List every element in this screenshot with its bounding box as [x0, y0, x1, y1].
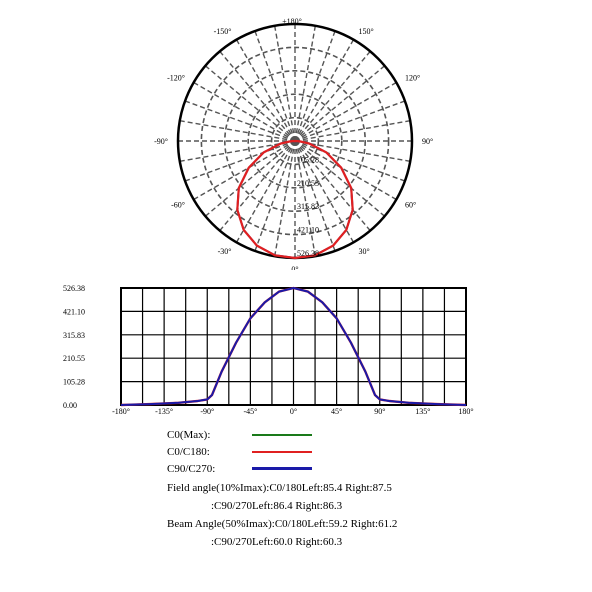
- polar-spoke: [235, 140, 296, 243]
- polar-spoke: [179, 119, 296, 142]
- cart-x-tick-label: 135°: [415, 407, 430, 416]
- polar-spoke: [294, 119, 411, 142]
- polar-spoke: [184, 140, 296, 182]
- polar-curves: [236, 139, 354, 260]
- legend-swatch: [252, 467, 312, 470]
- field-angle-c0: Field angle(10%Imax):C0/180Left:85.4 Rig…: [167, 482, 392, 494]
- legend-swatch: [252, 451, 312, 453]
- polar-spoke: [294, 140, 317, 257]
- cart-curve-c90-c270: [120, 287, 467, 406]
- polar-spoke: [294, 140, 355, 243]
- polar-spoke: [235, 39, 296, 142]
- polar-radial-label: 315.83: [297, 202, 319, 211]
- polar-angle-label: 0°: [291, 265, 298, 270]
- polar-spoke: [254, 30, 296, 142]
- polar-ring: [224, 70, 366, 212]
- legend-label: C90/C270:: [167, 463, 216, 475]
- polar-angle-label: 90°: [422, 137, 433, 146]
- polar-angle-label: 30°: [359, 247, 370, 256]
- cart-x-tick-label: -90°: [200, 407, 214, 416]
- polar-spoke: [204, 65, 296, 142]
- polar-radial-label: 210.55: [297, 179, 319, 188]
- polar-angle-label: ±180°: [282, 17, 302, 26]
- polar-ring: [247, 93, 343, 189]
- polar-spoke: [294, 140, 406, 182]
- cart-y-tick-label: 105.28: [63, 378, 85, 387]
- cartesian-curves: [120, 286, 467, 407]
- polar-spoke: [184, 100, 296, 142]
- cart-frame: [120, 287, 467, 406]
- polar-ring: [200, 46, 390, 236]
- cart-x-tick-label: 0°: [290, 407, 297, 416]
- polar-spoke: [294, 140, 336, 252]
- polar-radial-label: 526.38: [297, 249, 319, 258]
- cart-curve-c0-c180: [120, 286, 467, 407]
- polar-labels: ±180° 150° 120° 90° 60° 30° 0° -30° -60° -90° -120…: [154, 17, 433, 270]
- polar-ring: [270, 116, 320, 166]
- legend-swatch: [252, 434, 312, 436]
- polar-spoke: [294, 140, 397, 201]
- polar-intensity-chart: ±180° 150° 120° 90° 60° 30° 0° -30° -60° -90° -120…: [154, 17, 433, 270]
- cartesian-labels: -180° -135° -90° -45° 0° 45° 90° 135° 180° 0.00 10…: [63, 284, 474, 416]
- legend-label: C0(Max):: [167, 429, 211, 441]
- polar-spoke: [294, 50, 371, 142]
- polar-spoke: [294, 140, 371, 232]
- angle-notes: Field angle(10%Imax):C0/180Left:85.4 Rig…: [167, 479, 397, 551]
- polar-angle-label: 60°: [405, 201, 416, 210]
- cart-x-tick-label: -180°: [112, 407, 130, 416]
- polar-angle-label: -120°: [167, 74, 185, 83]
- polar-radial-label: 421.10: [297, 226, 319, 235]
- polar-curve-c0-c180: [236, 139, 354, 260]
- polar-spoke: [294, 39, 355, 142]
- cart-x-tick-label: -45°: [243, 407, 257, 416]
- field-angle-c90: :C90/270Left:86.4 Right:86.3: [211, 500, 343, 512]
- polar-spoke: [254, 140, 296, 252]
- polar-angle-label: 120°: [405, 74, 420, 83]
- polar-spoke: [294, 140, 386, 217]
- cart-x-tick-label: -135°: [155, 407, 173, 416]
- polar-spoke: [273, 140, 296, 257]
- polar-radial-label: 105.28: [297, 155, 319, 164]
- cart-y-tick-label: 210.55: [63, 354, 85, 363]
- polar-spoke: [219, 50, 296, 142]
- cart-x-tick-label: 180°: [458, 407, 473, 416]
- polar-angle-label: -60°: [171, 201, 185, 210]
- cart-x-tick-label: 90°: [374, 407, 385, 416]
- polar-spoke: [294, 65, 386, 142]
- polar-grid: [176, 22, 414, 260]
- polar-angle-label: -150°: [214, 27, 232, 36]
- cart-y-tick-label: 0.00: [63, 401, 77, 410]
- polar-spoke: [294, 100, 406, 142]
- beam-angle-c0: Beam Angle(50%Imax):C0/180Left:59.2 Righ…: [167, 518, 398, 530]
- beam-angle-c90: :C90/270Left:60.0 Right:60.3: [211, 536, 343, 548]
- legend-label: C0/C180:: [167, 446, 210, 458]
- polar-spoke: [193, 140, 296, 201]
- polar-angle-label: -30°: [218, 247, 232, 256]
- polar-spoke: [219, 140, 296, 232]
- polar-spoke: [294, 30, 336, 142]
- cart-x-tick-label: 45°: [331, 407, 342, 416]
- polar-spoke: [193, 81, 296, 142]
- cartesian-grid: [120, 287, 467, 406]
- polar-spoke: [204, 140, 296, 217]
- cart-y-tick-label: 526.38: [63, 284, 85, 293]
- cart-y-tick-label: 315.83: [63, 331, 85, 340]
- cart-y-tick-label: 421.10: [63, 307, 85, 316]
- polar-angle-label: -90°: [154, 137, 168, 146]
- polar-spoke: [294, 81, 397, 142]
- polar-spoke: [294, 25, 317, 142]
- polar-spoke: [179, 140, 296, 163]
- polar-spoke: [294, 140, 411, 163]
- polar-spoke: [273, 25, 296, 142]
- polar-angle-label: 150°: [359, 27, 374, 36]
